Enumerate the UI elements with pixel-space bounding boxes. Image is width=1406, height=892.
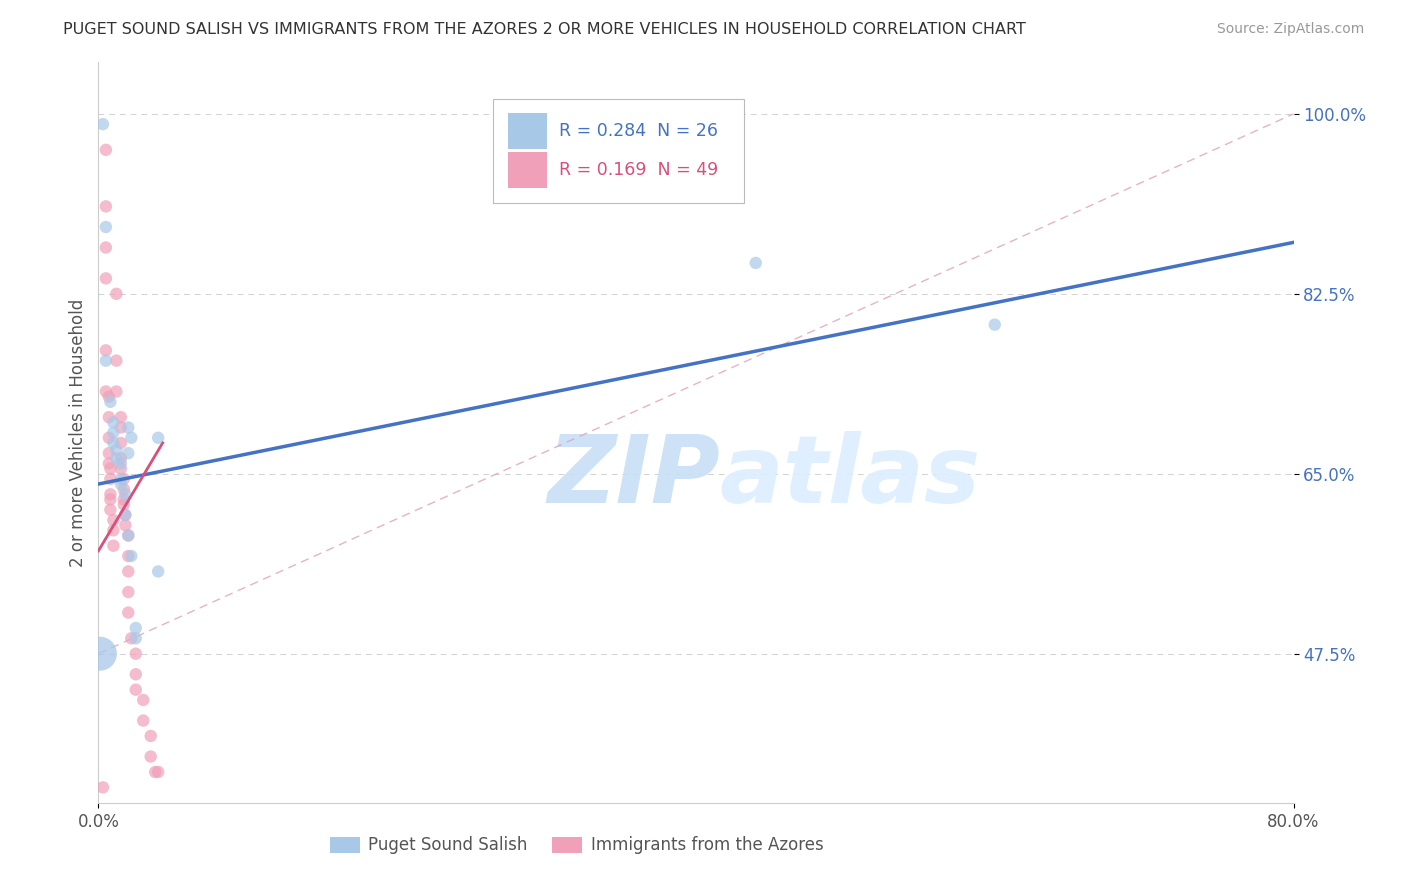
Point [97, 410, 120, 425]
Point [110, 472, 132, 486]
Point [984, 318, 1007, 332]
Point [105, 443, 128, 458]
Point [148, 565, 170, 579]
Point [103, 524, 125, 538]
Text: PUGET SOUND SALISH VS IMMIGRANTS FROM THE AZORES 2 OR MORE VEHICLES IN HOUSEHOLD: PUGET SOUND SALISH VS IMMIGRANTS FROM TH… [63, 22, 1026, 37]
Point [110, 420, 132, 434]
Y-axis label: 2 or more Vehicles in Household: 2 or more Vehicles in Household [69, 299, 87, 566]
Point [112, 492, 135, 507]
Point [103, 436, 125, 450]
Point [114, 508, 136, 522]
Point [112, 482, 135, 496]
Point [94, 240, 117, 255]
Point [91, 780, 114, 795]
Point [110, 451, 132, 466]
Point [117, 549, 139, 563]
Point [97, 446, 120, 460]
Point [117, 606, 139, 620]
Text: R = 0.169  N = 49: R = 0.169 N = 49 [558, 161, 718, 178]
Point [125, 647, 148, 661]
Point [94, 271, 117, 285]
Point [98, 502, 122, 516]
Point [105, 353, 128, 368]
Text: ZIP: ZIP [547, 431, 720, 523]
Text: R = 0.284  N = 26: R = 0.284 N = 26 [558, 122, 717, 140]
Point [98, 472, 122, 486]
Point [97, 390, 120, 404]
Legend: Puget Sound Salish, Immigrants from the Azores: Puget Sound Salish, Immigrants from the … [323, 830, 830, 861]
Point [114, 508, 136, 522]
Point [98, 394, 122, 409]
Point [114, 518, 136, 533]
Point [94, 343, 117, 358]
Point [125, 621, 148, 635]
FancyBboxPatch shape [509, 152, 547, 188]
Point [112, 498, 135, 512]
Point [89, 647, 111, 661]
Point [120, 549, 142, 563]
Point [110, 461, 132, 475]
Point [148, 431, 170, 445]
Point [117, 420, 139, 434]
Point [117, 446, 139, 460]
Point [98, 492, 122, 507]
Point [98, 487, 122, 501]
Point [125, 632, 148, 646]
Point [94, 219, 117, 234]
Point [103, 425, 125, 440]
FancyBboxPatch shape [509, 113, 547, 150]
Point [117, 585, 139, 599]
Point [125, 667, 148, 681]
Point [148, 764, 170, 779]
Point [103, 539, 125, 553]
Point [91, 117, 114, 131]
Point [132, 714, 155, 728]
Point [103, 415, 125, 429]
Point [105, 451, 128, 466]
Text: atlas: atlas [720, 431, 981, 523]
Point [110, 477, 132, 491]
Point [139, 729, 162, 743]
Point [117, 528, 139, 542]
Point [745, 256, 768, 270]
Point [120, 632, 142, 646]
Point [105, 384, 128, 399]
Point [132, 693, 155, 707]
Point [120, 431, 142, 445]
Point [139, 749, 162, 764]
Point [103, 513, 125, 527]
Point [98, 461, 122, 475]
Point [112, 472, 135, 486]
Point [110, 436, 132, 450]
Point [125, 682, 148, 697]
Point [105, 286, 128, 301]
Point [94, 143, 117, 157]
Point [117, 565, 139, 579]
Point [114, 487, 136, 501]
FancyBboxPatch shape [494, 99, 744, 203]
Point [110, 457, 132, 471]
Point [94, 353, 117, 368]
Point [110, 410, 132, 425]
Point [97, 457, 120, 471]
Point [143, 764, 166, 779]
Point [97, 431, 120, 445]
Point [94, 199, 117, 213]
Text: Source: ZipAtlas.com: Source: ZipAtlas.com [1216, 22, 1364, 37]
Point [117, 528, 139, 542]
Point [94, 384, 117, 399]
